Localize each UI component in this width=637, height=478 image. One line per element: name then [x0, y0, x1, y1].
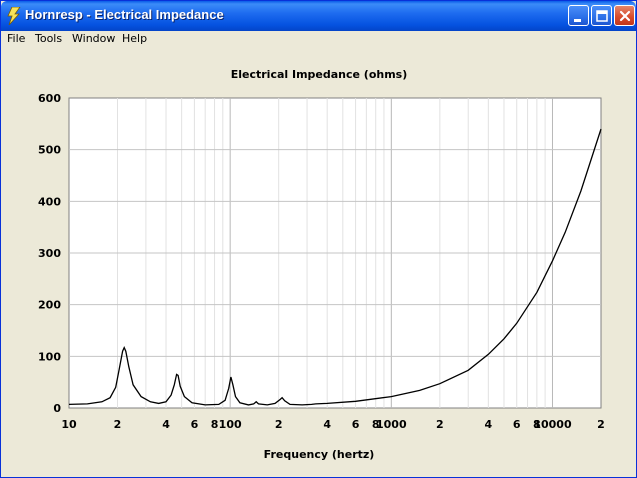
menu-window[interactable]: Window: [72, 32, 116, 45]
x-tick-label-11: 2: [436, 418, 444, 431]
menu-tools[interactable]: Tools: [35, 32, 63, 45]
impedance-chart: Electrical Impedance (ohms) 010020030040…: [38, 68, 605, 461]
x-tick-label-6: 2: [275, 418, 283, 431]
y-tick-label-4: 400: [38, 195, 61, 208]
maximize-icon: [596, 10, 608, 22]
menu-bar: File Tools Window Help: [1, 31, 636, 48]
x-tick-label-1: 2: [114, 418, 122, 431]
x-tick-label-2: 4: [162, 418, 170, 431]
y-tick-label-2: 200: [38, 299, 61, 312]
x-tick-label-9: 8: [372, 418, 380, 431]
x-tick-label-10: 1000: [376, 418, 407, 431]
menu-file[interactable]: File: [7, 32, 26, 45]
minimize-button[interactable]: [568, 5, 589, 26]
lightning-icon: [7, 7, 21, 25]
y-tick-label-1: 100: [38, 350, 61, 363]
y-tick-label-0: 0: [53, 402, 61, 415]
maximize-button[interactable]: [591, 5, 612, 26]
x-tick-label-8: 6: [352, 418, 360, 431]
x-tick-label-7: 4: [323, 418, 331, 431]
menu-help[interactable]: Help: [122, 32, 148, 45]
y-axis-ticks: 0 100 200 300 400 500 600: [38, 92, 61, 415]
y-tick-label-5: 500: [38, 144, 61, 157]
x-axis-label: Frequency (hertz): [264, 448, 375, 461]
x-tick-label-16: 2: [597, 418, 605, 431]
close-button[interactable]: [614, 5, 635, 26]
impedance-curve: [68, 128, 602, 406]
close-icon: [619, 10, 631, 22]
title-bar[interactable]: Hornresp - Electrical Impedance: [1, 1, 636, 31]
y-tick-label-6: 600: [38, 92, 61, 105]
y-tick-label-3: 300: [38, 247, 61, 260]
x-tick-label-4: 8: [211, 418, 219, 431]
x-tick-label-12: 4: [485, 418, 493, 431]
x-tick-label-13: 6: [513, 418, 521, 431]
x-tick-label-0: 10: [61, 418, 77, 431]
x-tick-label-14: 8: [533, 418, 541, 431]
chart-title: Electrical Impedance (ohms): [231, 68, 408, 81]
window-title: Hornresp - Electrical Impedance: [25, 7, 224, 22]
minimize-icon: [574, 19, 581, 22]
x-tick-label-5: 100: [219, 418, 242, 431]
grid-lines: [69, 98, 601, 408]
x-tick-label-3: 6: [191, 418, 199, 431]
x-tick-label-15: 10000: [533, 418, 572, 431]
